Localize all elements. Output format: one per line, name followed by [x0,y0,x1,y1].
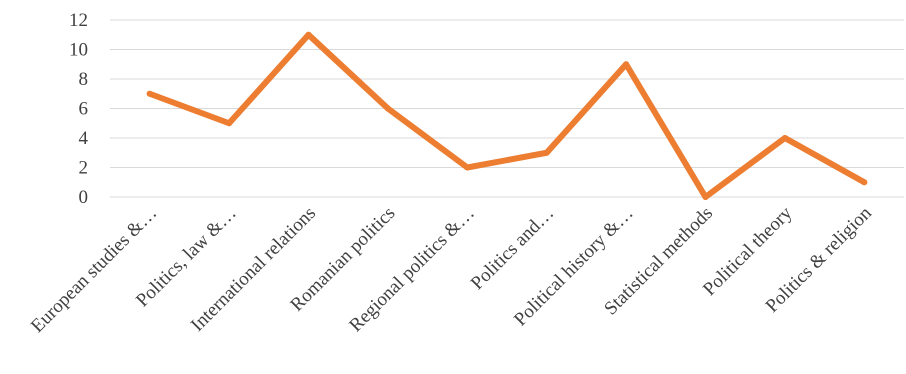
series-line [146,31,868,200]
data-point [384,105,391,112]
data-point [781,135,788,141]
data-point [226,120,233,127]
data-point [623,61,630,68]
y-tick-label: 10 [69,40,88,61]
data-point [861,179,868,186]
series-layer [146,31,868,200]
x-category-label: European studies &… [27,203,161,337]
y-tick-label: 0 [79,187,89,208]
data-point [543,149,550,156]
y-axis-ticks: 0 2 4 6 8 10 12 [69,10,89,208]
y-tick-label: 2 [79,158,89,179]
y-tick-label: 4 [79,128,89,149]
y-tick-label: 6 [79,99,89,120]
data-point [146,90,153,97]
y-tick-label: 12 [69,10,88,31]
data-point [464,164,471,171]
data-point [702,194,709,200]
gridlines [110,19,904,198]
x-axis-labels: European studies &…Politics, law &…Inter… [27,202,876,337]
data-point [305,31,312,38]
y-tick-label: 8 [79,69,89,90]
